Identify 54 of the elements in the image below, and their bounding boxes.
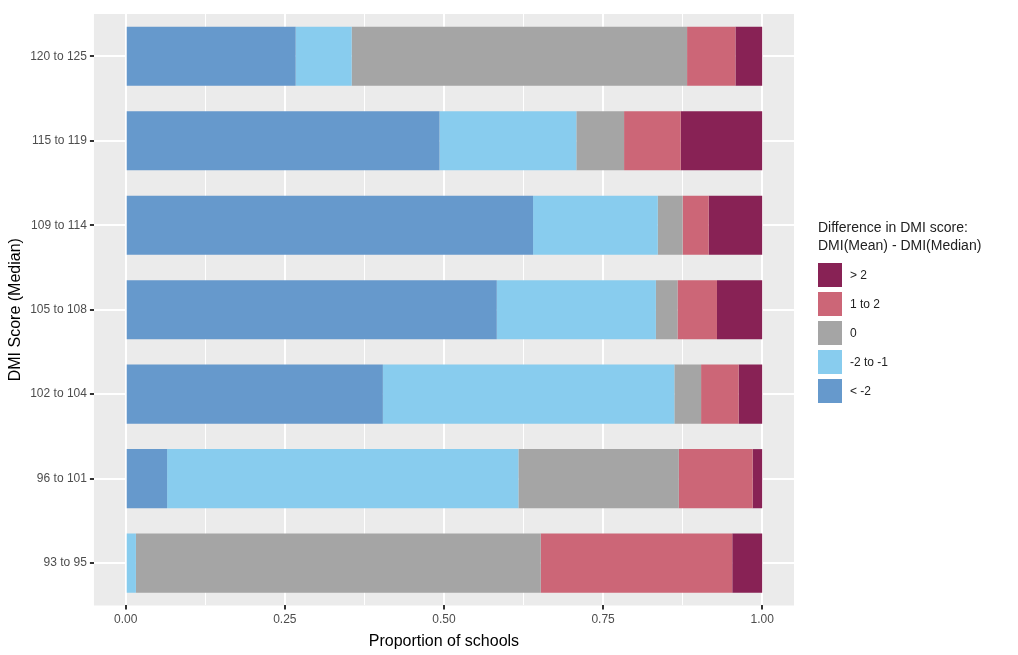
x-tick-label: 0.50: [432, 611, 456, 626]
legend-label: < -2: [850, 383, 872, 398]
legend-label: 1 to 2: [850, 296, 881, 311]
bar: [732, 533, 763, 593]
bar: [701, 364, 739, 424]
y-tick-label: 109 to 114: [31, 217, 88, 232]
bar: [382, 364, 675, 424]
bar: [680, 111, 763, 171]
bar: [351, 26, 688, 86]
bar: [657, 195, 683, 255]
bar: [678, 449, 753, 509]
bar: [126, 533, 136, 593]
legend-label: -2 to -1: [850, 354, 889, 369]
bar: [540, 533, 733, 593]
x-tick-label: 1.00: [750, 611, 775, 626]
bar: [126, 111, 440, 171]
x-tick-label: 0.75: [591, 611, 616, 626]
y-tick-label: 93 to 95: [43, 555, 88, 570]
bar: [496, 280, 656, 340]
bar: [674, 364, 702, 424]
y-tick-label: 105 to 108: [30, 302, 88, 317]
bar: [126, 280, 497, 340]
bar: [126, 364, 383, 424]
y-tick-label: 120 to 125: [30, 48, 88, 63]
bar: [752, 449, 763, 509]
bar: [518, 449, 679, 509]
bar: [687, 26, 736, 86]
bar: [439, 111, 577, 171]
bar: [624, 111, 681, 171]
bar: [167, 449, 519, 509]
y-tick-label: 96 to 101: [36, 470, 88, 485]
bar: [126, 195, 534, 255]
bar: [576, 111, 625, 171]
y-tick-label: 102 to 104: [30, 386, 88, 401]
bar: [126, 449, 168, 509]
bar: [738, 364, 763, 424]
x-tick-label: 0.00: [114, 611, 138, 626]
x-tick-label: 0.25: [273, 611, 297, 626]
legend-title: Difference in DMI score: DMI(Mean) - DMI(Median): [818, 218, 983, 254]
bar: [126, 26, 296, 86]
bar: [655, 280, 678, 340]
bar: [677, 280, 717, 340]
y-axis-title: DMI Score (Median): [6, 238, 24, 382]
bar: [708, 195, 763, 255]
bar: [735, 26, 763, 86]
legend-label: > 2: [850, 267, 868, 282]
y-tick-label: 115 to 119: [31, 133, 88, 148]
x-axis-title: Proportion of schools: [368, 631, 520, 649]
bar: [295, 26, 352, 86]
bar: [135, 533, 541, 593]
bar: [533, 195, 658, 255]
legend-label: 0: [850, 325, 857, 340]
bar: [716, 280, 763, 340]
bar: [682, 195, 709, 255]
